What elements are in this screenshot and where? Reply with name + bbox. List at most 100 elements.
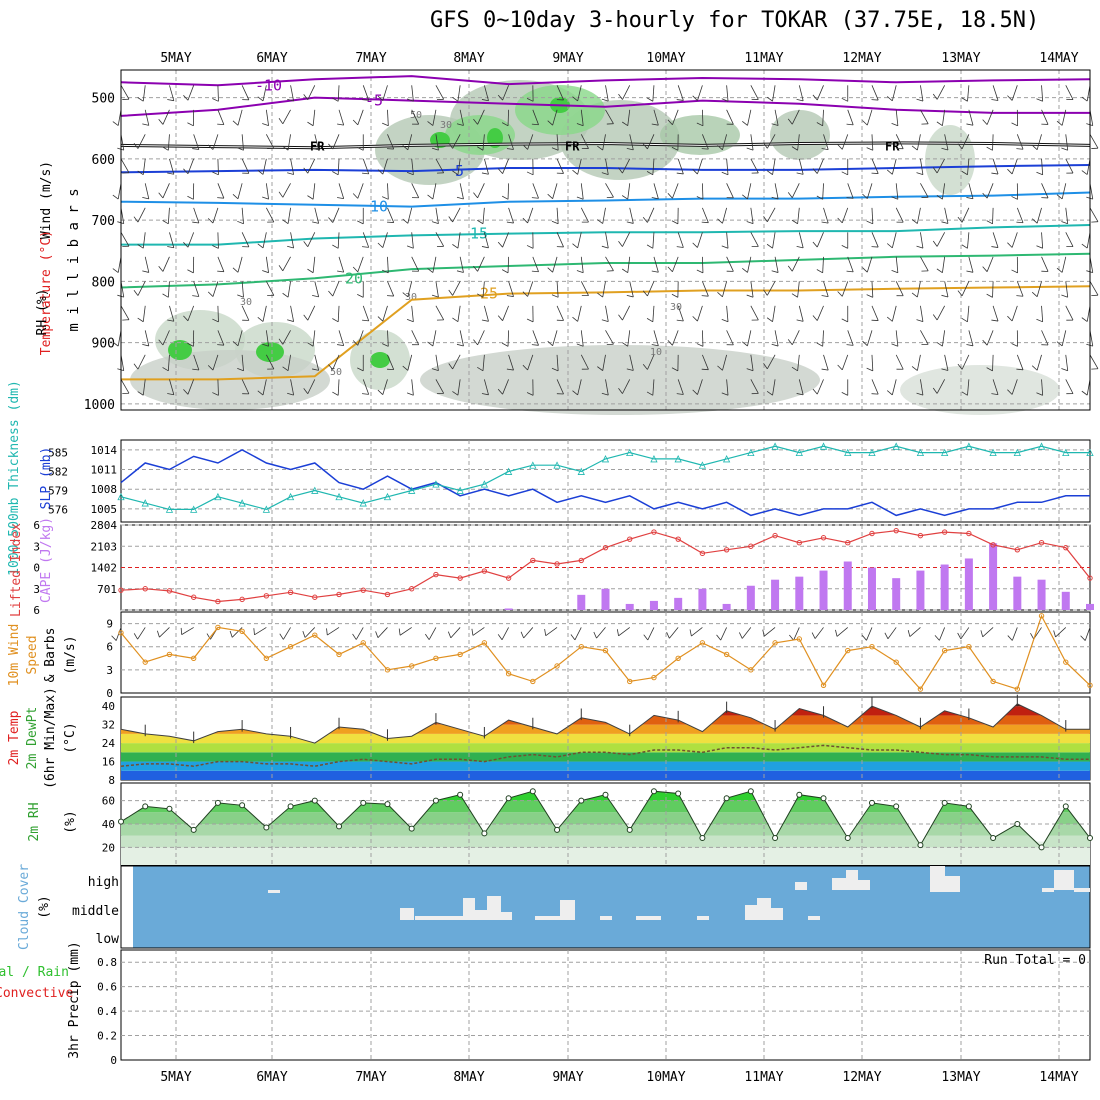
upper-wind-barb	[576, 109, 584, 127]
upper-wind-barb	[1086, 330, 1094, 347]
precip-tick-label: 0.6	[97, 981, 117, 994]
upper-wind-barb	[237, 134, 244, 151]
upper-wind-barb	[696, 330, 704, 347]
upper-wind-barb	[1011, 109, 1019, 127]
lifted-index-marker	[118, 587, 124, 593]
freezing-level-label: FR	[565, 139, 580, 153]
wind10m-barb	[934, 627, 946, 641]
upper-wind-barb	[621, 109, 631, 127]
wind10m-barb	[253, 627, 267, 636]
upper-wind-barb	[473, 330, 485, 346]
upper-wind-barb	[601, 379, 609, 396]
upper-wind-barb	[837, 207, 849, 224]
upper-wind-barb	[142, 330, 150, 347]
upper-wind-barb	[402, 207, 413, 224]
precip-tick-label: 0.4	[97, 1005, 117, 1018]
upper-wind-barb	[750, 232, 759, 248]
upper-wind-barb	[133, 207, 146, 223]
cape-bar	[771, 579, 780, 610]
upper-wind-barb	[941, 134, 949, 151]
upper-wind-barb	[920, 183, 929, 199]
upper-wind-barb	[452, 232, 461, 249]
wind10m-speed-marker	[941, 647, 948, 654]
cloud-block	[832, 878, 846, 890]
rh-contour-label: 30	[440, 120, 452, 131]
day-label-bottom: 12MAY	[842, 1070, 881, 1085]
temp2m-tick-label: 8	[108, 774, 115, 787]
upper-wind-barb	[352, 109, 364, 126]
upper-wind-barb	[816, 183, 824, 200]
thickness-line	[120, 445, 1090, 511]
wind10m-speed-marker	[239, 628, 245, 634]
upper-wind-barb	[167, 232, 175, 249]
upper-wind-barb	[862, 330, 873, 346]
rh-high-shade	[168, 340, 192, 360]
rh-contour-label: 10	[650, 347, 662, 358]
rh2m-marker	[893, 803, 900, 810]
upper-wind-barb	[651, 330, 659, 347]
rh2m-marker	[868, 799, 875, 806]
upper-wind-barb	[1031, 354, 1042, 371]
rh-contour-label: 30	[670, 302, 682, 313]
upper-wind-barb	[551, 134, 559, 151]
day-label-bottom: 7MAY	[355, 1070, 386, 1085]
lifted-index-marker	[869, 530, 875, 537]
upper-wind-barb	[387, 354, 395, 370]
upper-wind-barb	[411, 256, 420, 272]
upper-wind-barb	[986, 354, 994, 372]
rh2m-marker	[432, 797, 439, 804]
upper-wind-barb	[456, 183, 464, 200]
upper-wind-barb	[362, 232, 370, 248]
thickness-marker	[941, 448, 949, 457]
upper-wind-barb	[580, 281, 589, 297]
lifted-index-marker	[505, 575, 512, 581]
rh2m-marker	[650, 788, 657, 795]
upper-wind-barb	[328, 354, 340, 370]
upper-wind-barb	[642, 207, 655, 223]
upper-wind-barb	[522, 281, 534, 297]
upper-wind-barb	[816, 330, 824, 347]
wind10m-barb	[980, 627, 994, 638]
upper-wind-barb	[576, 330, 584, 347]
thickness-marker	[819, 442, 828, 450]
upper-wind-barb	[916, 85, 924, 102]
upper-wind-barb	[791, 354, 800, 372]
day-label-top: 13MAY	[941, 51, 980, 66]
upper-wind-barb	[217, 183, 225, 199]
upper-wind-barb	[387, 281, 395, 297]
upper-wind-barb	[936, 109, 946, 126]
upper-wind-barb	[961, 232, 970, 249]
upper-wind-barb	[217, 256, 225, 273]
day-label-top: 8MAY	[453, 51, 484, 66]
rh2m-marker	[190, 826, 197, 833]
upper-wind-barb	[791, 134, 800, 151]
upper-wind-barb	[207, 134, 219, 150]
thickness-marker	[1086, 448, 1094, 457]
upper-wind-barb	[676, 305, 684, 322]
wind10m-speed-marker	[263, 655, 270, 661]
wind10m-barb	[180, 627, 194, 635]
upper-wind-barb	[651, 256, 659, 273]
wind10m-barb	[133, 627, 146, 640]
upper-wind-barb	[895, 281, 904, 297]
upper-wind-barb	[966, 183, 974, 200]
cape-tick-label: 2804	[91, 519, 118, 532]
lifted-index-marker	[627, 536, 633, 542]
temp2m-tick-label: 32	[102, 719, 115, 732]
upper-wind-barb	[328, 207, 340, 223]
upper-wind-barb	[721, 232, 729, 249]
upper-wind-barb	[750, 158, 759, 174]
cloud-block	[268, 890, 280, 893]
upper-wind-barb	[427, 256, 437, 273]
day-label-top: 11MAY	[744, 51, 783, 66]
upper-wind-barb	[766, 158, 776, 175]
isotherm-line	[120, 191, 1091, 208]
upper-wind-barb	[158, 330, 170, 346]
upper-wind-barb	[742, 109, 752, 126]
upper-wind-barb	[120, 305, 130, 321]
upper-wind-barb	[232, 183, 243, 200]
chart-title: GFS 0~10day 3-hourly for TOKAR (37.75E, …	[430, 8, 1040, 33]
temp-band	[121, 743, 1090, 753]
rh2m-marker	[263, 824, 270, 831]
